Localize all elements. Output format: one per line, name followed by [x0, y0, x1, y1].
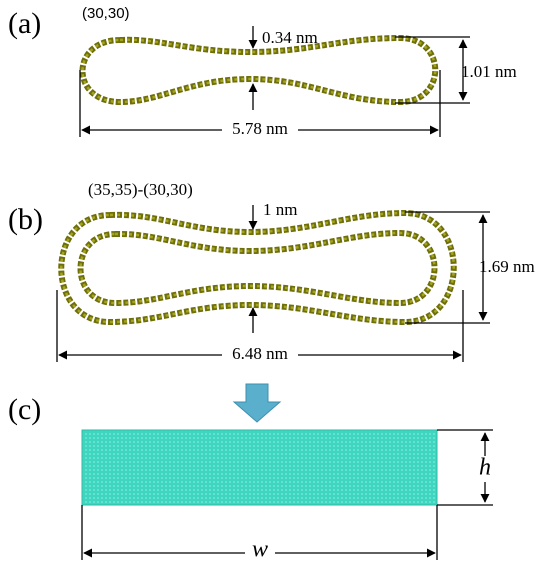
panel-label: (c) [8, 393, 41, 426]
ribbon [81, 429, 438, 506]
width-label: 6.48 nm [232, 344, 288, 363]
down-arrow [232, 383, 282, 423]
width-label: w [252, 537, 268, 563]
label-bg [474, 456, 496, 482]
panel-label: (a) [8, 7, 41, 40]
height-label: 1.69 nm [479, 257, 535, 276]
height-label: h [479, 455, 491, 481]
gap-label: 1 nm [263, 200, 297, 219]
height-label: 1.01 nm [461, 62, 517, 81]
label-bg [245, 540, 275, 564]
panel-label: (b) [8, 203, 43, 236]
label-bg [222, 345, 298, 365]
structure-label: (30,30) [82, 5, 130, 22]
nanotube-b [58, 209, 457, 326]
label-bg [222, 120, 298, 140]
structure-label: (35,35)-(30,30) [88, 180, 193, 199]
gap-label: 0.34 nm [262, 28, 318, 47]
nanotube-a [79, 34, 439, 106]
width-label: 5.78 nm [232, 119, 288, 138]
